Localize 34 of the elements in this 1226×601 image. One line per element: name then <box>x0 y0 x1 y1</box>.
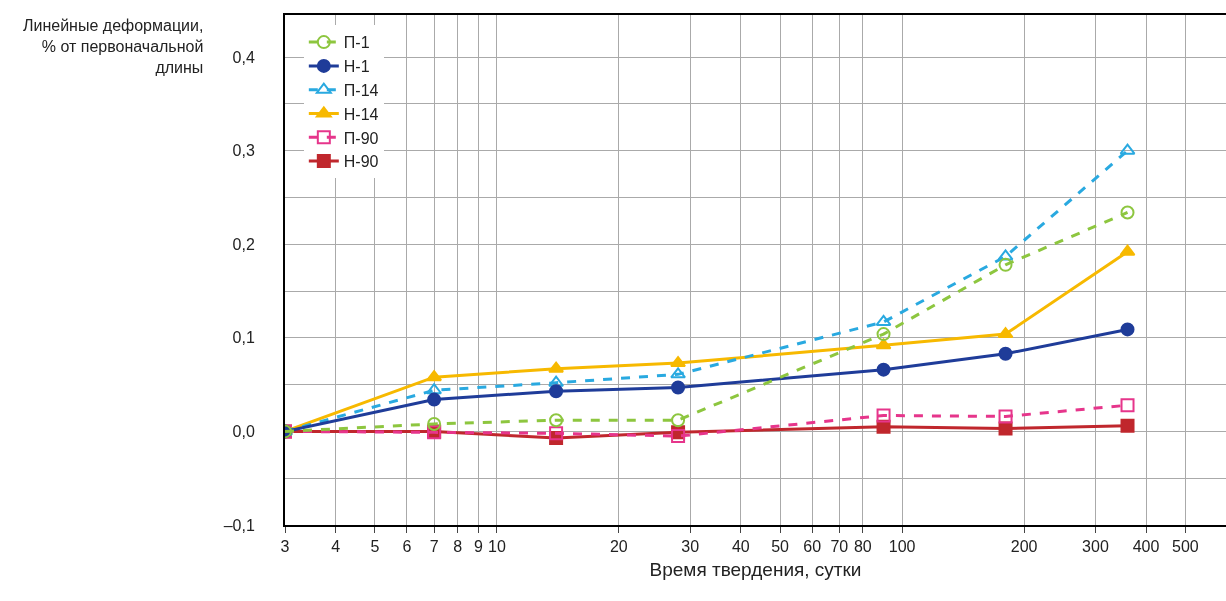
legend-label: П-90 <box>343 129 379 147</box>
x-axis-title: Время твердения, сутки <box>649 558 862 580</box>
y-axis-title: Линейные деформации, % от первоначальной длины <box>23 17 204 76</box>
x-tick-label: 500 <box>1171 538 1199 556</box>
x-tick-label: 50 <box>771 538 790 556</box>
legend-label: Н-1 <box>343 58 370 76</box>
x-tick-label: 40 <box>731 538 750 556</box>
y-tick-label: –0,1 <box>223 516 255 534</box>
legend-label: П-14 <box>343 81 379 99</box>
x-tick-label: 4 <box>331 538 341 556</box>
y-tick-label: 0,0 <box>232 423 255 441</box>
x-tick-label: 6 <box>402 538 412 556</box>
y-tick-label: 0,2 <box>232 235 255 253</box>
x-tick-label: 20 <box>609 538 628 556</box>
y-tick-label: 0,3 <box>232 142 255 160</box>
x-tick-label: 70 <box>830 538 849 556</box>
x-tick-label: 60 <box>803 538 822 556</box>
x-tick-label: 8 <box>453 538 463 556</box>
y-tick-label: 0,1 <box>232 329 255 347</box>
x-tick-label: 200 <box>1010 538 1038 556</box>
legend-label: Н-14 <box>343 105 379 123</box>
legend-label: П-1 <box>343 34 370 52</box>
x-tick-label: 300 <box>1082 538 1109 556</box>
x-tick-label: 30 <box>681 538 700 556</box>
x-tick-label: 5 <box>370 538 380 556</box>
x-tick-label: 3 <box>280 538 290 556</box>
x-tick-label: 100 <box>888 538 916 556</box>
y-tick-label: 0,4 <box>232 48 255 66</box>
x-tick-label: 80 <box>853 538 872 556</box>
legend-label: Н-90 <box>343 153 379 171</box>
x-tick-label: 400 <box>1132 538 1160 556</box>
x-tick-label: 10 <box>487 538 506 556</box>
x-tick-label: 7 <box>429 538 439 556</box>
x-tick-label: 9 <box>473 538 483 556</box>
